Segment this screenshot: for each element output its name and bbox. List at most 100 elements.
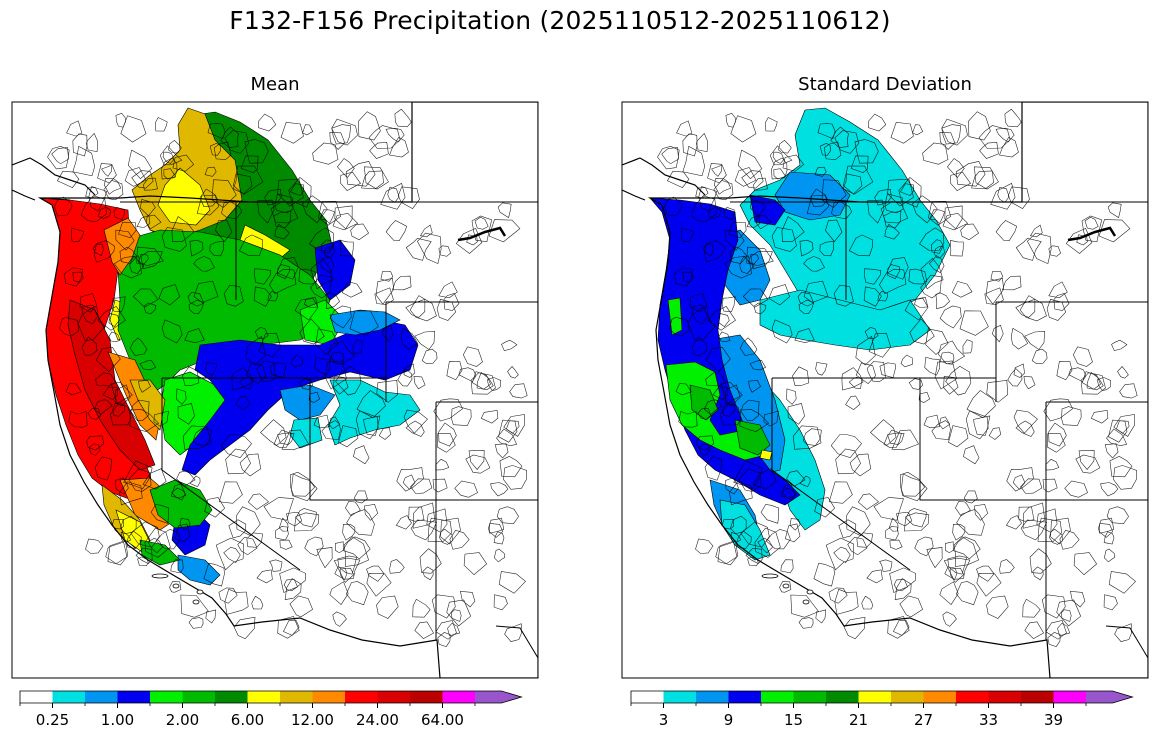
- basin-outline: [768, 284, 790, 306]
- basin-outline: [410, 519, 438, 541]
- basin-outline: [161, 319, 183, 344]
- std-map: [622, 102, 1148, 678]
- basin-outline: [333, 557, 361, 580]
- basin-outline: [803, 280, 829, 303]
- basin-outline: [47, 145, 70, 170]
- basin-outline: [412, 502, 436, 529]
- basin-outline: [828, 587, 848, 604]
- basin-outline: [280, 121, 304, 144]
- colorbar-outline: [630, 690, 1134, 704]
- basin-outline: [144, 527, 171, 558]
- basin-outline: [1099, 523, 1114, 538]
- basin-outline: [908, 378, 923, 390]
- basin-outline: [499, 456, 523, 478]
- basin-outline: [782, 154, 805, 172]
- basin-outline: [935, 292, 950, 310]
- basin-outline: [337, 555, 357, 575]
- basin-outline: [830, 434, 863, 459]
- basin-outline: [87, 408, 102, 420]
- basin-outline: [749, 199, 766, 217]
- basin-outline: [349, 310, 379, 336]
- basin-outline: [798, 617, 814, 629]
- basin-outline: [331, 124, 352, 145]
- basin-outline: [246, 532, 263, 548]
- basin-outline: [273, 210, 292, 228]
- basin-outline: [215, 219, 233, 243]
- basin-outline: [1103, 531, 1115, 545]
- basin-outline: [460, 590, 476, 608]
- basin-outline: [833, 546, 851, 564]
- basin-outline: [948, 425, 969, 448]
- basin-outline: [893, 579, 908, 592]
- basin-outline: [279, 539, 293, 550]
- colorbar-segment: [377, 691, 410, 703]
- basin-outline: [1024, 330, 1045, 350]
- basin-outline: [403, 409, 428, 434]
- basin-outline: [126, 530, 142, 549]
- basin-outline: [780, 559, 794, 574]
- basin-outline: [299, 318, 325, 345]
- basin-outline: [1013, 409, 1038, 434]
- basin-outline: [705, 346, 731, 373]
- basin-outline: [408, 506, 425, 522]
- basin-outline: [819, 240, 835, 257]
- basin-outline: [350, 223, 370, 241]
- basin-outline: [204, 166, 217, 177]
- basin-outline: [959, 310, 989, 336]
- basin-outline: [395, 515, 412, 530]
- colorbar-tick-label: 24.00: [356, 711, 399, 729]
- basin-outline: [77, 306, 106, 342]
- basin-outline: [999, 559, 1015, 574]
- basin-outline: [757, 537, 774, 554]
- basin-outline: [129, 255, 145, 274]
- basin-outline: [1007, 186, 1030, 209]
- basin-outline: [657, 145, 680, 170]
- basin-outline: [432, 478, 448, 493]
- colorbar-segment: [410, 691, 443, 703]
- basin-outline: [1073, 552, 1098, 576]
- basin-outline: [136, 214, 151, 228]
- colorbar-segment: [312, 691, 345, 703]
- basin-outline: [1047, 632, 1061, 647]
- basin-outline: [355, 410, 379, 440]
- mean-region-gold-belt: [129, 379, 166, 431]
- basin-outline: [86, 435, 105, 451]
- mean-map: [12, 102, 538, 678]
- basin-outline: [1109, 456, 1133, 478]
- basin-outline: [682, 271, 694, 283]
- basin-outline: [264, 188, 282, 206]
- basin-outline: [664, 196, 683, 217]
- basin-outline: [189, 239, 204, 257]
- basin-outline: [120, 515, 137, 534]
- basin-outline: [956, 509, 985, 536]
- colorbar-tick-label: 27: [914, 711, 933, 729]
- basin-outline: [696, 435, 715, 451]
- basin-outline: [304, 297, 319, 308]
- basin-outline: [345, 161, 376, 187]
- basin-outline: [211, 179, 237, 208]
- basin-outline: [277, 264, 290, 280]
- basin-outline: [828, 481, 853, 504]
- basin-outline: [737, 149, 763, 180]
- basin-outline: [713, 178, 732, 195]
- basin-outline: [787, 403, 805, 425]
- basin-outline: [952, 523, 966, 541]
- basin-outline: [899, 595, 923, 618]
- basin-outline: [680, 227, 695, 242]
- basin-outline: [894, 578, 912, 600]
- basin-outline: [1103, 548, 1116, 563]
- basin-outline: [394, 108, 412, 128]
- basin-outline: [313, 414, 330, 429]
- mean-colorbar: 0.25 1.00 2.00 6.00 12.00 24.00 64.00: [19, 690, 523, 729]
- basin-outline: [436, 433, 456, 453]
- basin-outline: [129, 337, 148, 356]
- basin-outline: [177, 403, 195, 425]
- basin-outline: [866, 361, 886, 382]
- basin-outline: [385, 127, 405, 143]
- basin-outline: [1041, 594, 1066, 619]
- basin-outline: [1024, 621, 1045, 639]
- basin-outline: [480, 409, 499, 424]
- mean-panel-title: Mean: [250, 74, 300, 95]
- basin-outline: [1106, 506, 1129, 525]
- basin-outline: [1064, 480, 1088, 498]
